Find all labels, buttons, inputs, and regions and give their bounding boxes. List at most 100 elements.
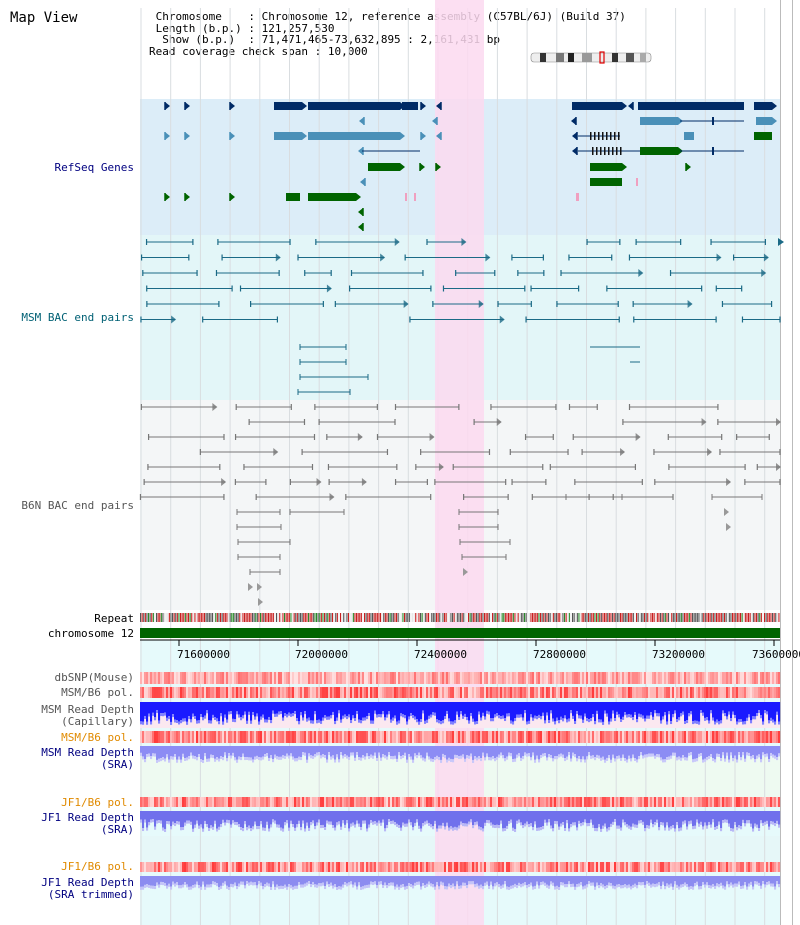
gene-exon[interactable] xyxy=(576,193,579,201)
gene-arrow[interactable] xyxy=(772,117,777,125)
gene-block[interactable] xyxy=(590,163,622,171)
gene-marker[interactable] xyxy=(628,102,633,110)
gene-block[interactable] xyxy=(638,102,744,110)
gene-arrow[interactable] xyxy=(356,193,361,201)
gene-marker[interactable] xyxy=(165,193,170,201)
gene-marker[interactable] xyxy=(571,117,576,125)
b6n-bac-pair-end[interactable] xyxy=(248,583,253,591)
gene-block[interactable] xyxy=(308,132,400,140)
msm-bac-pair-end[interactable] xyxy=(403,300,409,308)
gene-exon[interactable] xyxy=(602,132,604,140)
gene-block[interactable] xyxy=(308,193,356,201)
b6n-bac-pair-end[interactable] xyxy=(316,478,322,486)
chromosome-bar[interactable] xyxy=(140,628,780,638)
gene-exon[interactable] xyxy=(618,132,620,140)
msm-bac-pair-end[interactable] xyxy=(478,300,484,308)
msm-bac-pair-end[interactable] xyxy=(380,253,386,262)
b6n-bac-pair-end[interactable] xyxy=(620,448,626,456)
gene-exon[interactable] xyxy=(612,147,614,155)
b6n-bac-pair-end[interactable] xyxy=(776,463,781,471)
gene-arrow[interactable] xyxy=(400,163,405,171)
gene-exon[interactable] xyxy=(405,193,407,201)
gene-marker[interactable] xyxy=(421,132,426,140)
gene-block[interactable] xyxy=(754,102,772,110)
gene-exon[interactable] xyxy=(594,132,596,140)
gene-marker[interactable] xyxy=(358,208,363,216)
gene-exon[interactable] xyxy=(616,147,618,155)
b6n-bac-pair-end[interactable] xyxy=(438,463,444,471)
msm-bac-pair-end[interactable] xyxy=(326,284,332,293)
b6n-bac-pair-end[interactable] xyxy=(724,508,729,516)
b6n-bac-pair-end[interactable] xyxy=(273,448,279,456)
gene-exon[interactable] xyxy=(712,147,714,155)
b6n-bac-pair-end[interactable] xyxy=(221,478,227,486)
gene-exon[interactable] xyxy=(608,147,610,155)
b6n-bac-pair-end[interactable] xyxy=(329,493,335,501)
gene-marker[interactable] xyxy=(360,178,365,186)
gene-marker[interactable] xyxy=(165,132,170,140)
msm-bac-pair-end[interactable] xyxy=(461,238,467,246)
gene-arrow[interactable] xyxy=(622,102,627,110)
selected-region-highlight[interactable] xyxy=(435,0,484,925)
msm-bac-pair-end[interactable] xyxy=(778,238,784,246)
msm-bac-pair-end[interactable] xyxy=(761,269,767,277)
gene-marker[interactable] xyxy=(436,132,441,140)
gene-exon[interactable] xyxy=(606,132,608,140)
gene-exon[interactable] xyxy=(592,147,594,155)
gene-exon[interactable] xyxy=(712,117,714,125)
gene-block[interactable] xyxy=(572,102,622,110)
gene-exon[interactable] xyxy=(600,147,602,155)
gene-marker[interactable] xyxy=(572,147,577,155)
gene-marker[interactable] xyxy=(432,117,437,125)
msm-bac-pair-end[interactable] xyxy=(638,269,644,277)
gene-exon[interactable] xyxy=(610,132,612,140)
msm-bac-pair-end[interactable] xyxy=(763,253,769,262)
gene-block[interactable] xyxy=(640,147,678,155)
gene-block[interactable] xyxy=(754,132,772,140)
gene-block[interactable] xyxy=(308,102,400,110)
msm-bac-pair-end[interactable] xyxy=(275,253,281,262)
gene-marker[interactable] xyxy=(686,163,691,171)
b6n-bac-pair-end[interactable] xyxy=(496,418,502,426)
gene-marker[interactable] xyxy=(185,193,190,201)
gene-marker[interactable] xyxy=(572,132,577,140)
gene-block[interactable] xyxy=(590,178,622,186)
gene-marker[interactable] xyxy=(358,223,363,231)
gene-arrow[interactable] xyxy=(622,163,627,171)
b6n-bac-pair-end[interactable] xyxy=(776,418,781,426)
gene-marker[interactable] xyxy=(165,102,170,110)
gene-block[interactable] xyxy=(640,117,678,125)
b6n-bac-pair-end[interactable] xyxy=(361,478,367,486)
gene-exon[interactable] xyxy=(596,147,598,155)
gene-marker[interactable] xyxy=(185,132,190,140)
gene-marker[interactable] xyxy=(436,163,441,171)
b6n-bac-pair-end[interactable] xyxy=(257,583,262,591)
gene-marker[interactable] xyxy=(436,102,441,110)
gene-marker[interactable] xyxy=(230,193,235,201)
msm-bac-pair-end[interactable] xyxy=(171,315,177,324)
gene-exon[interactable] xyxy=(636,178,638,186)
gene-marker[interactable] xyxy=(230,132,235,140)
msm-bac-pair-end[interactable] xyxy=(485,253,491,262)
gene-exon[interactable] xyxy=(590,132,592,140)
gene-exon[interactable] xyxy=(414,193,416,201)
gene-exon[interactable] xyxy=(604,147,606,155)
b6n-bac-pair-end[interactable] xyxy=(357,433,363,441)
msm-bac-pair-end[interactable] xyxy=(716,253,722,262)
msm-bac-pair-end[interactable] xyxy=(394,238,400,246)
gene-marker[interactable] xyxy=(230,102,235,110)
gene-block[interactable] xyxy=(368,163,400,171)
gene-block[interactable] xyxy=(684,132,694,140)
b6n-bac-pair-end[interactable] xyxy=(707,448,713,456)
b6n-bac-pair-end[interactable] xyxy=(701,418,707,426)
gene-arrow[interactable] xyxy=(302,132,307,140)
gene-block[interactable] xyxy=(286,193,300,201)
gene-block[interactable] xyxy=(274,102,302,110)
b6n-bac-pair-end[interactable] xyxy=(726,478,732,486)
msm-bac-pair-end[interactable] xyxy=(687,300,693,308)
gene-arrow[interactable] xyxy=(302,102,307,110)
b6n-bac-pair-end[interactable] xyxy=(726,523,731,531)
gene-arrow[interactable] xyxy=(400,132,405,140)
gene-marker[interactable] xyxy=(358,147,363,155)
b6n-bac-pair-end[interactable] xyxy=(258,598,263,606)
